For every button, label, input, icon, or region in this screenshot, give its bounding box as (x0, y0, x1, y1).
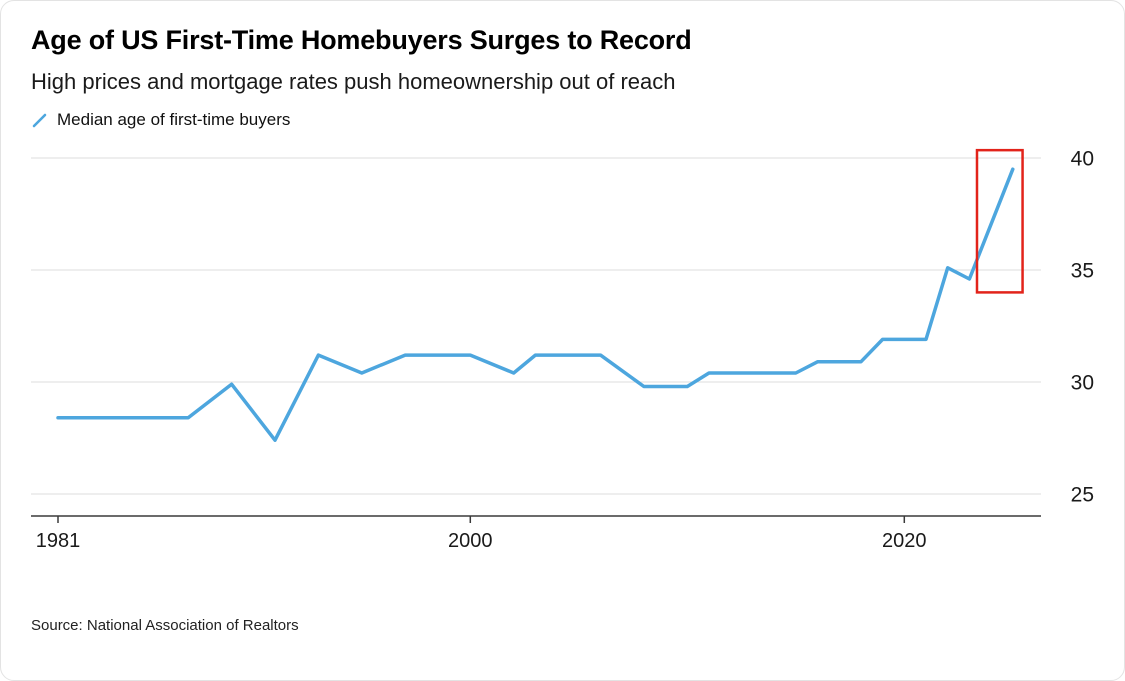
line-chart-svg: 40 35 30 25 1981 2000 2020 (31, 148, 1094, 552)
x-tick-label: 2020 (882, 530, 927, 552)
y-tick-label: 25 (1071, 484, 1094, 507)
highlight-box (975, 148, 1024, 294)
y-tick-label: 40 (1071, 148, 1094, 171)
chart-title: Age of US First-Time Homebuyers Surges t… (31, 25, 692, 55)
line-chart: 40 35 30 25 1981 2000 2020 (31, 132, 1094, 569)
legend-label: Median age of first-time buyers (57, 110, 291, 129)
source-note: Source: National Association of Realtors (31, 617, 299, 634)
x-tick-label: 1981 (36, 530, 81, 552)
y-tick-label: 35 (1071, 260, 1094, 283)
y-tick-label: 30 (1071, 372, 1094, 395)
x-tick-label: 2000 (448, 530, 493, 552)
data-line (56, 167, 1015, 442)
legend-line-marker-icon (32, 113, 47, 127)
chart-subtitle: High prices and mortgage rates push home… (31, 69, 676, 94)
legend: Median age of first-time buyers (31, 110, 1094, 130)
